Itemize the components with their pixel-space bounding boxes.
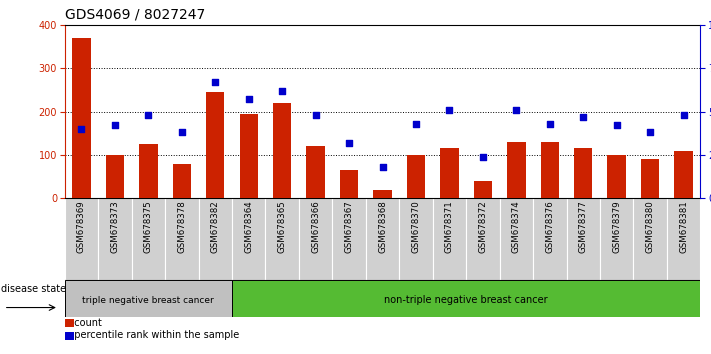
FancyBboxPatch shape bbox=[65, 280, 232, 317]
Text: GSM678381: GSM678381 bbox=[679, 201, 688, 253]
Text: GSM678368: GSM678368 bbox=[378, 201, 387, 253]
FancyBboxPatch shape bbox=[365, 198, 400, 280]
FancyBboxPatch shape bbox=[98, 198, 132, 280]
Point bbox=[410, 121, 422, 126]
Bar bbox=[273, 103, 292, 198]
Text: percentile rank within the sample: percentile rank within the sample bbox=[68, 330, 240, 341]
FancyBboxPatch shape bbox=[533, 198, 567, 280]
Text: GSM678366: GSM678366 bbox=[311, 201, 320, 253]
FancyBboxPatch shape bbox=[265, 198, 299, 280]
Text: GSM678378: GSM678378 bbox=[177, 201, 186, 253]
Point bbox=[176, 130, 188, 135]
FancyBboxPatch shape bbox=[667, 198, 700, 280]
Bar bbox=[73, 38, 90, 198]
Bar bbox=[641, 159, 659, 198]
Point bbox=[644, 130, 656, 135]
Text: GSM678376: GSM678376 bbox=[545, 201, 555, 253]
Point bbox=[310, 112, 321, 118]
Point bbox=[343, 140, 355, 145]
Text: GDS4069 / 8027247: GDS4069 / 8027247 bbox=[65, 7, 205, 21]
Point bbox=[444, 107, 455, 113]
Bar bbox=[540, 142, 559, 198]
Text: triple negative breast cancer: triple negative breast cancer bbox=[82, 296, 214, 304]
Text: GSM678369: GSM678369 bbox=[77, 201, 86, 253]
Point bbox=[76, 126, 87, 132]
FancyBboxPatch shape bbox=[600, 198, 634, 280]
FancyBboxPatch shape bbox=[500, 198, 533, 280]
FancyBboxPatch shape bbox=[232, 280, 700, 317]
Text: GSM678374: GSM678374 bbox=[512, 201, 521, 253]
Text: GSM678371: GSM678371 bbox=[445, 201, 454, 253]
FancyBboxPatch shape bbox=[232, 198, 265, 280]
Bar bbox=[106, 155, 124, 198]
Bar bbox=[607, 155, 626, 198]
Text: GSM678370: GSM678370 bbox=[412, 201, 420, 253]
Point bbox=[243, 97, 255, 102]
Bar bbox=[173, 164, 191, 198]
FancyBboxPatch shape bbox=[65, 198, 98, 280]
Point bbox=[210, 79, 221, 85]
FancyBboxPatch shape bbox=[132, 198, 165, 280]
Point bbox=[510, 107, 522, 113]
Bar bbox=[340, 170, 358, 198]
Point bbox=[678, 112, 689, 118]
Text: GSM678377: GSM678377 bbox=[579, 201, 588, 253]
Text: GSM678380: GSM678380 bbox=[646, 201, 655, 253]
FancyBboxPatch shape bbox=[567, 198, 600, 280]
Bar bbox=[206, 92, 225, 198]
FancyBboxPatch shape bbox=[299, 198, 332, 280]
FancyBboxPatch shape bbox=[198, 198, 232, 280]
Bar bbox=[675, 150, 693, 198]
FancyBboxPatch shape bbox=[433, 198, 466, 280]
Text: GSM678382: GSM678382 bbox=[210, 201, 220, 253]
Point bbox=[544, 121, 555, 126]
Text: non-triple negative breast cancer: non-triple negative breast cancer bbox=[385, 295, 548, 305]
Bar bbox=[574, 148, 592, 198]
Point bbox=[377, 164, 388, 170]
Bar bbox=[306, 146, 325, 198]
Text: GSM678379: GSM678379 bbox=[612, 201, 621, 253]
Text: GSM678364: GSM678364 bbox=[244, 201, 253, 253]
Text: GSM678372: GSM678372 bbox=[479, 201, 487, 253]
Bar bbox=[240, 114, 258, 198]
Point bbox=[143, 112, 154, 118]
Point bbox=[477, 154, 488, 159]
Text: GSM678365: GSM678365 bbox=[278, 201, 287, 253]
Point bbox=[577, 114, 589, 120]
Bar bbox=[139, 144, 158, 198]
Text: GSM678375: GSM678375 bbox=[144, 201, 153, 253]
Text: GSM678367: GSM678367 bbox=[345, 201, 353, 253]
Bar bbox=[373, 190, 392, 198]
Text: count: count bbox=[68, 318, 102, 328]
Bar bbox=[474, 181, 492, 198]
FancyBboxPatch shape bbox=[332, 198, 365, 280]
Point bbox=[611, 122, 622, 128]
Bar bbox=[407, 155, 425, 198]
FancyBboxPatch shape bbox=[400, 198, 433, 280]
Bar bbox=[507, 142, 525, 198]
Bar bbox=[440, 148, 459, 198]
FancyBboxPatch shape bbox=[634, 198, 667, 280]
FancyBboxPatch shape bbox=[165, 198, 198, 280]
Point bbox=[277, 88, 288, 93]
FancyBboxPatch shape bbox=[466, 198, 500, 280]
Text: GSM678373: GSM678373 bbox=[110, 201, 119, 253]
Text: disease state: disease state bbox=[1, 284, 66, 295]
Point bbox=[109, 122, 121, 128]
